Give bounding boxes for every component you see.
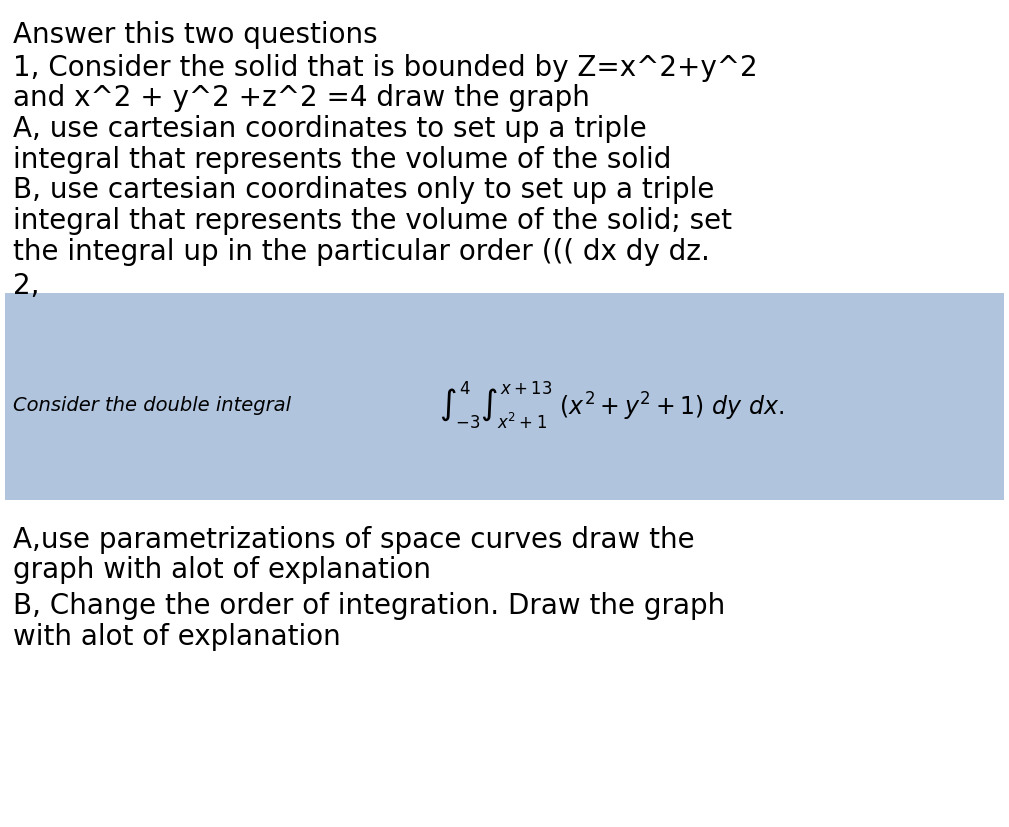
Text: Answer this two questions: Answer this two questions — [13, 21, 377, 49]
Text: graph with alot of explanation: graph with alot of explanation — [13, 556, 431, 584]
Text: Consider the double integral: Consider the double integral — [13, 396, 298, 414]
Text: 2,: 2, — [13, 271, 39, 299]
Text: 1, Consider the solid that is bounded by Z=x^2+y^2: 1, Consider the solid that is bounded by… — [13, 54, 758, 82]
Text: with alot of explanation: with alot of explanation — [13, 622, 341, 650]
Text: B, use cartesian coordinates only to set up a triple: B, use cartesian coordinates only to set… — [13, 176, 714, 204]
Text: integral that represents the volume of the solid: integral that represents the volume of t… — [13, 146, 672, 174]
Text: A, use cartesian coordinates to set up a triple: A, use cartesian coordinates to set up a… — [13, 115, 647, 143]
Text: integral that represents the volume of the solid; set: integral that represents the volume of t… — [13, 207, 733, 235]
Text: and x^2 + y^2 +z^2 =4 draw the graph: and x^2 + y^2 +z^2 =4 draw the graph — [13, 84, 590, 112]
Text: B, Change the order of integration. Draw the graph: B, Change the order of integration. Draw… — [13, 591, 725, 619]
Text: A,use parametrizations of space curves draw the: A,use parametrizations of space curves d… — [13, 525, 695, 553]
Text: the integral up in the particular order ((( dx dy dz.: the integral up in the particular order … — [13, 237, 710, 265]
Text: $\int_{-3}^{4}\int_{x^2+1}^{x+13}\ (x^2 + y^2 + 1)\ dy\ dx.$: $\int_{-3}^{4}\int_{x^2+1}^{x+13}\ (x^2 … — [439, 380, 784, 431]
FancyBboxPatch shape — [5, 294, 1004, 500]
